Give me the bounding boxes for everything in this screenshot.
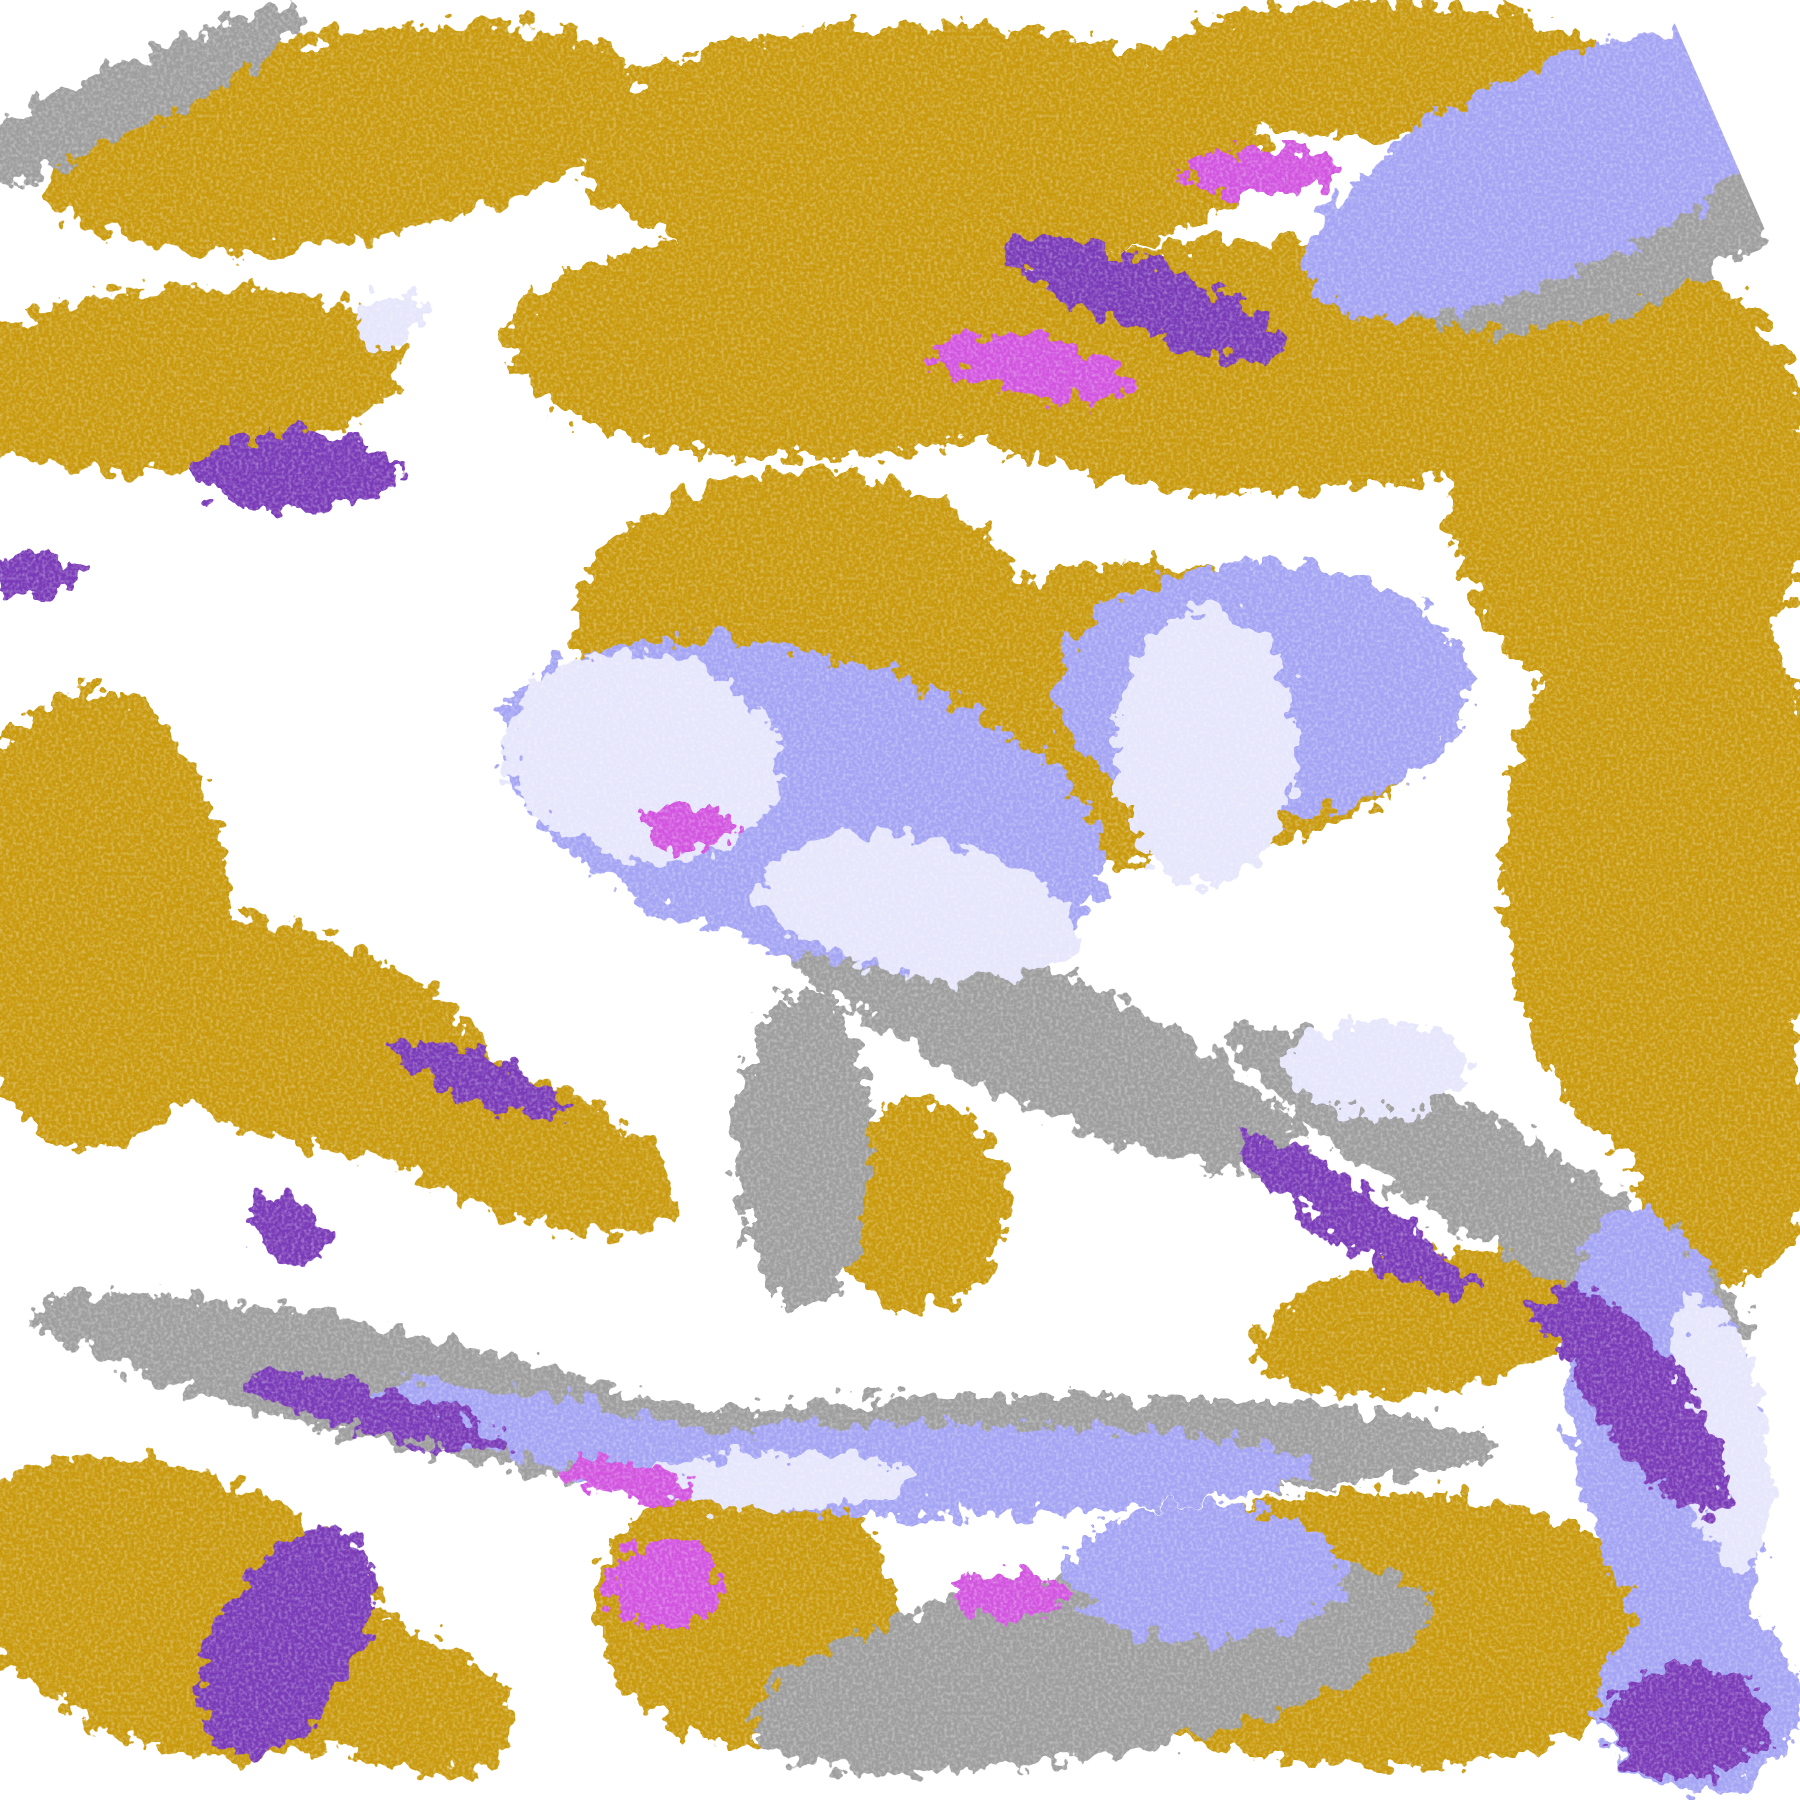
texture-overlay — [0, 0, 1800, 1800]
satellite-cloud-map — [0, 0, 1800, 1800]
cloud-map-canvas — [0, 0, 1800, 1800]
cloud-layers — [0, 0, 1800, 1800]
